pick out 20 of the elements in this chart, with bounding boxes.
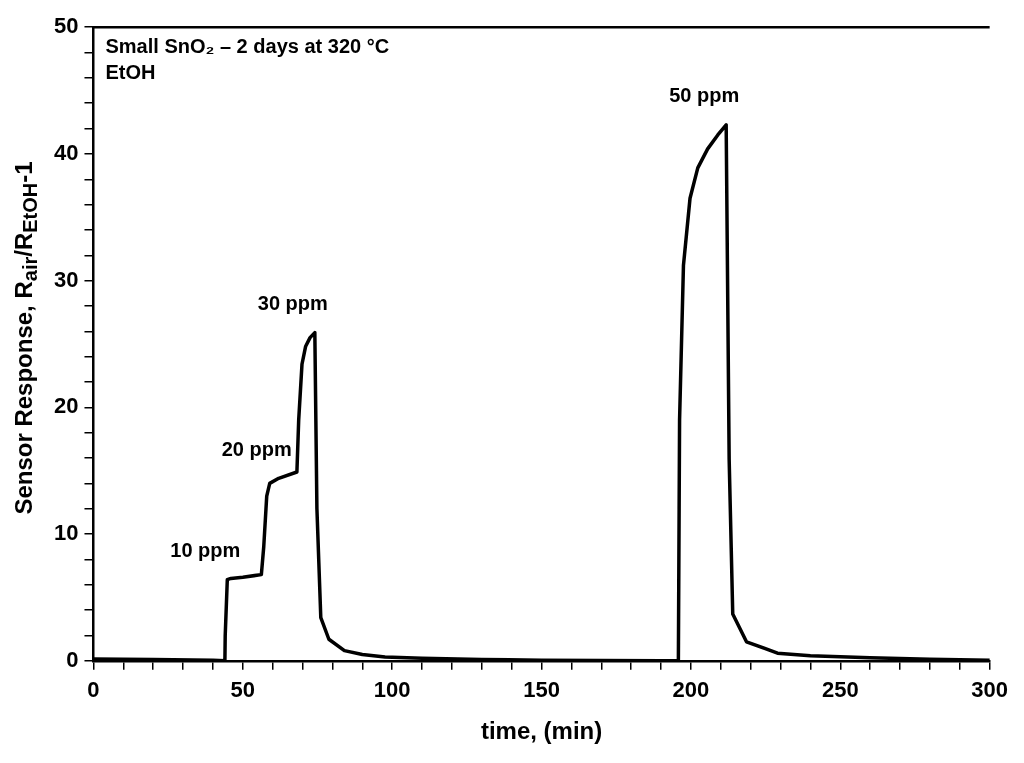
annotation: 20 ppm	[221, 437, 292, 460]
x-axis-title: time, (min)	[480, 717, 603, 745]
y-tick-label: 0	[66, 646, 79, 672]
x-tick-label: 50	[230, 677, 256, 703]
y-tick-label: 20	[53, 393, 79, 419]
y-tick-label: 30	[53, 266, 79, 292]
x-tick-label: 200	[672, 677, 710, 703]
x-tick-label: 150	[523, 677, 560, 703]
x-tick-label: 0	[87, 677, 100, 703]
x-tick-label: 250	[821, 677, 859, 703]
annotation: 30 ppm	[257, 292, 328, 315]
x-tick-label: 300	[971, 677, 1009, 703]
y-tick-label: 50	[53, 13, 79, 39]
annotation: 10 ppm	[170, 539, 241, 562]
y-tick-label: 40	[53, 139, 79, 165]
annotation: 50 ppm	[669, 84, 740, 107]
annotation: Small SnO₂ – 2 days at 320 °C	[105, 34, 390, 57]
annotation: EtOH	[105, 60, 156, 83]
x-tick-label: 100	[373, 677, 411, 703]
y-tick-label: 10	[53, 520, 79, 546]
